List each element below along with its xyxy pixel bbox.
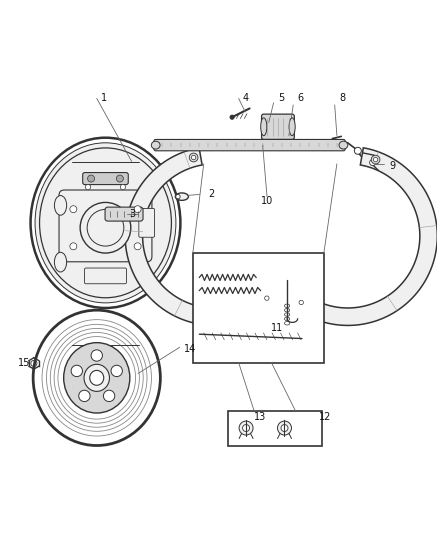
Text: 4: 4 (243, 93, 249, 103)
Circle shape (85, 184, 91, 190)
FancyBboxPatch shape (261, 114, 294, 140)
Text: 14: 14 (184, 344, 196, 354)
Text: 15: 15 (18, 358, 31, 368)
Circle shape (120, 184, 126, 190)
Circle shape (70, 243, 77, 250)
Circle shape (297, 298, 306, 307)
Circle shape (278, 421, 291, 435)
Text: 5: 5 (278, 93, 284, 103)
Ellipse shape (151, 141, 160, 149)
Circle shape (176, 195, 180, 199)
Ellipse shape (261, 118, 267, 136)
Circle shape (191, 155, 196, 160)
FancyBboxPatch shape (154, 140, 345, 151)
Circle shape (371, 155, 380, 164)
Ellipse shape (54, 196, 67, 215)
Circle shape (103, 390, 115, 401)
Circle shape (354, 147, 361, 154)
Circle shape (373, 157, 378, 162)
Polygon shape (290, 148, 437, 326)
FancyBboxPatch shape (139, 208, 155, 237)
FancyBboxPatch shape (85, 268, 127, 284)
Circle shape (134, 206, 141, 213)
FancyBboxPatch shape (59, 190, 152, 262)
Circle shape (91, 350, 102, 361)
Circle shape (299, 300, 304, 305)
Bar (228, 410, 321, 446)
Text: 11: 11 (272, 322, 284, 333)
Text: 13: 13 (254, 412, 266, 422)
Ellipse shape (39, 148, 171, 298)
Circle shape (239, 421, 253, 435)
Circle shape (134, 243, 141, 250)
Ellipse shape (175, 193, 188, 200)
Circle shape (370, 159, 376, 166)
Ellipse shape (90, 370, 104, 385)
Text: 9: 9 (389, 161, 396, 171)
Circle shape (79, 390, 90, 401)
Ellipse shape (54, 252, 67, 272)
Circle shape (88, 175, 95, 182)
Circle shape (281, 425, 288, 432)
Circle shape (80, 203, 131, 253)
FancyBboxPatch shape (105, 207, 143, 221)
Text: 12: 12 (319, 412, 332, 422)
Ellipse shape (35, 143, 176, 303)
Polygon shape (125, 148, 283, 326)
Text: 3: 3 (130, 209, 136, 219)
Ellipse shape (84, 364, 110, 391)
Text: 2: 2 (208, 189, 214, 199)
Text: 8: 8 (339, 93, 345, 103)
Text: 1: 1 (101, 93, 107, 103)
Circle shape (111, 365, 122, 377)
Circle shape (117, 175, 124, 182)
Circle shape (262, 294, 271, 303)
Ellipse shape (64, 343, 130, 413)
Ellipse shape (289, 118, 295, 136)
Circle shape (230, 115, 234, 119)
Circle shape (87, 209, 124, 246)
Ellipse shape (339, 141, 348, 149)
Circle shape (71, 365, 82, 377)
Circle shape (243, 425, 250, 432)
Text: 10: 10 (261, 196, 273, 206)
FancyBboxPatch shape (83, 173, 128, 184)
Bar (193, 253, 324, 362)
Circle shape (265, 296, 269, 300)
Circle shape (189, 153, 198, 162)
Circle shape (70, 206, 77, 213)
Text: 6: 6 (297, 93, 304, 103)
